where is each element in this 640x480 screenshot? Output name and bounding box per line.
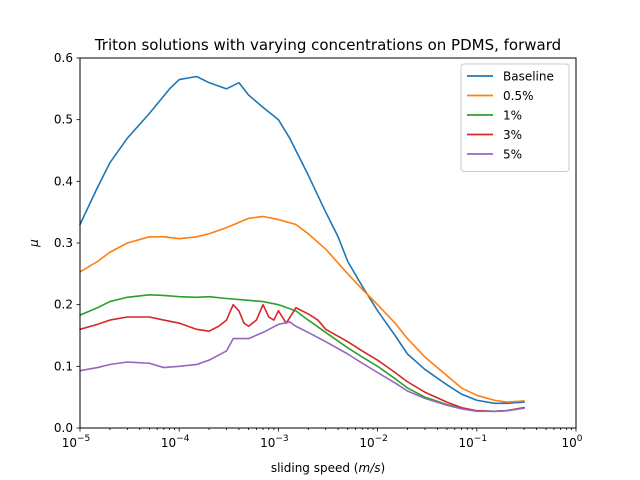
y-tick-label: 0.1 [54,359,73,373]
chart-title: Triton solutions with varying concentrat… [94,36,561,54]
legend-label: 1% [503,109,522,123]
y-axis-label: μ [27,239,41,248]
legend: Baseline 0.5% 1% 3% 5% [460,63,570,172]
y-tick-label: 0.6 [54,51,73,65]
series-line-0 [79,75,525,405]
legend-label: 3% [503,128,522,142]
series-line-1 [79,215,525,403]
legend-label: Baseline [503,70,554,84]
y-tick-label: 0.5 [54,113,73,127]
series-line-3 [79,303,525,413]
series-line-4 [79,321,525,413]
y-tick-label: 0.4 [54,174,73,188]
legend-box [460,63,570,172]
y-tick-label: 0.2 [54,298,73,312]
y-axis: 0.0 0.1 0.2 0.3 0.4 0.5 0.6 [54,51,80,435]
legend-label: 5% [503,148,522,162]
x-axis-label: sliding speed (m/s) [271,461,385,475]
y-tick-label: 0.0 [54,421,73,435]
y-tick-label: 0.3 [54,236,73,250]
legend-label: 0.5% [503,89,534,103]
plot-area [79,75,525,413]
x-axis: 10−5 10−4 10−3 10−2 10−1 100 [62,428,583,450]
